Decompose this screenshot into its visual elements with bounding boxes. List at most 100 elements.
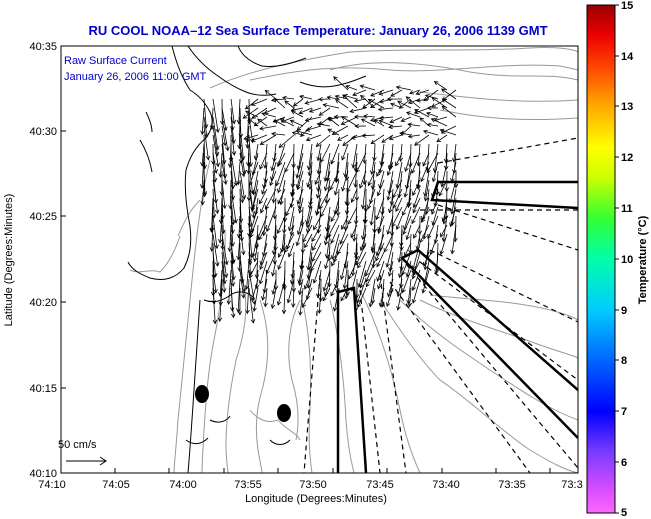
current-vector: [420, 161, 430, 182]
x-tick-labels: 74:10 74:05 74:00 73:55 73:50 73:45 73:4…: [38, 479, 582, 491]
current-vector-head: [397, 193, 402, 199]
current-vector-head: [291, 131, 297, 136]
current-vector: [396, 215, 403, 230]
current-vector: [400, 269, 403, 288]
current-vector: [287, 278, 295, 303]
current-vector-head: [424, 210, 430, 215]
x-tick-label: 73:45: [366, 479, 394, 491]
current-vector: [221, 260, 225, 293]
current-vector: [370, 89, 385, 97]
current-vector: [307, 170, 313, 187]
current-vector-head: [391, 222, 396, 228]
current-vector-head: [303, 284, 309, 290]
current-vector-head: [375, 256, 380, 262]
current-vector: [341, 143, 349, 161]
current-vector-head: [298, 208, 303, 214]
surface-current-vectors: [200, 76, 459, 325]
current-vector: [252, 152, 259, 175]
current-vector: [284, 233, 295, 253]
current-vector-head: [271, 271, 276, 277]
current-vector-head: [371, 263, 376, 269]
contour-lines: [129, 47, 578, 473]
current-vector: [317, 152, 322, 174]
current-vector-head: [430, 118, 436, 123]
current-vector: [449, 179, 457, 203]
current-vector: [434, 143, 439, 173]
current-vector-head: [251, 114, 257, 119]
current-vector-head: [335, 99, 340, 104]
current-vector: [328, 242, 331, 261]
current-vector-head: [407, 122, 412, 127]
current-vector-head: [264, 89, 270, 95]
current-vector: [379, 98, 394, 103]
current-vector: [221, 233, 228, 265]
x-tick-label: 74:10: [38, 479, 66, 491]
current-vector: [401, 116, 412, 122]
current-vector: [404, 242, 412, 257]
axis-ticks: [60, 45, 551, 474]
colorbar-tick: 9: [621, 305, 627, 317]
current-vector: [432, 206, 439, 226]
current-vector: [324, 278, 331, 296]
current-vector-head: [431, 97, 437, 102]
current-vector: [372, 161, 376, 190]
current-vector: [297, 143, 304, 170]
current-vector: [305, 98, 322, 104]
current-vector-head: [406, 111, 411, 116]
current-vector: [344, 152, 349, 177]
current-vector-head: [279, 118, 285, 123]
current-vector: [271, 287, 277, 309]
current-vector-head: [407, 133, 413, 139]
plot-area: [61, 46, 578, 473]
y-tick-labels: 40:35 40:30 40:25 40:20 40:15 40:10: [29, 41, 57, 480]
current-vector: [323, 104, 340, 109]
current-vector: [397, 100, 412, 109]
current-vector: [325, 251, 331, 269]
current-vector: [212, 98, 219, 133]
current-vector: [331, 233, 340, 260]
current-vector: [331, 251, 340, 266]
current-vector: [220, 197, 223, 224]
current-vector: [251, 98, 268, 106]
current-vector-head: [259, 164, 264, 170]
current-vector-head: [441, 217, 446, 223]
current-vector-head: [356, 298, 361, 304]
current-vector: [203, 125, 209, 160]
current-vector-head: [354, 114, 359, 120]
current-vector: [221, 134, 225, 164]
current-vector-head: [277, 188, 282, 194]
current-vector: [451, 224, 457, 254]
current-vector: [354, 161, 358, 188]
current-vector: [344, 260, 349, 289]
current-vector-head: [251, 170, 256, 176]
current-vector-head: [378, 115, 384, 121]
current-vector: [300, 251, 304, 270]
current-vector: [221, 251, 226, 284]
current-vector: [212, 269, 217, 293]
current-vector: [335, 152, 340, 183]
current-vector: [264, 107, 277, 114]
current-vector: [292, 161, 295, 188]
current-vector: [229, 224, 232, 252]
current-vector-head: [316, 122, 322, 127]
colorbar-tick: 14: [621, 51, 634, 63]
current-vector: [277, 215, 286, 234]
current-vector-head: [363, 219, 368, 224]
current-vector-head: [354, 123, 359, 129]
current-vector-head: [230, 229, 235, 235]
current-vector-head: [324, 253, 330, 259]
current-vector: [230, 197, 234, 225]
current-vector-head: [412, 203, 417, 209]
station-marker: [195, 385, 209, 403]
current-vector: [325, 224, 331, 245]
current-vector: [408, 134, 421, 138]
current-vector-head: [387, 271, 393, 277]
current-vector: [328, 117, 340, 127]
current-vector-head: [423, 196, 429, 202]
current-vector-head: [388, 208, 393, 214]
current-vector: [331, 143, 340, 164]
current-vector: [373, 119, 385, 127]
current-vector-head: [330, 255, 336, 260]
current-vector: [352, 251, 358, 276]
